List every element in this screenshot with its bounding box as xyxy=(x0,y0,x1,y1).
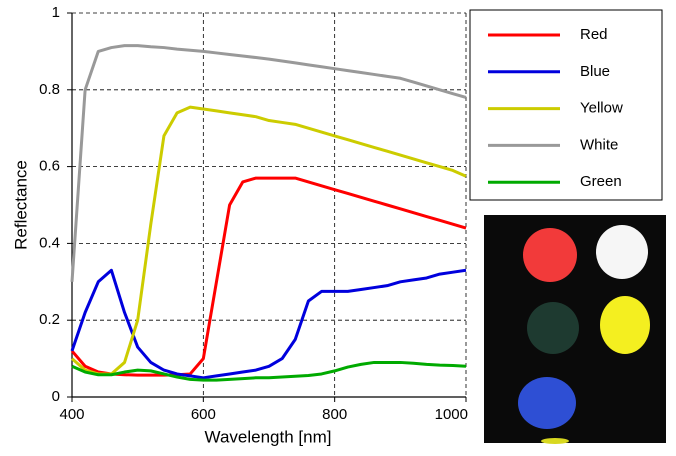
y-tick-label: 1 xyxy=(52,4,60,21)
series-line xyxy=(70,268,467,380)
y-axis-label: Reflectance xyxy=(11,160,30,250)
legend-label: Red xyxy=(580,26,608,43)
x-tick-label: 800 xyxy=(322,406,347,423)
legend-label: White xyxy=(580,136,618,153)
y-tick-label: 0.2 xyxy=(39,311,60,328)
x-tick-label: 600 xyxy=(191,406,216,423)
y-tick-label: 0.4 xyxy=(39,234,60,251)
legend-label: Yellow xyxy=(580,100,623,117)
series-line xyxy=(71,105,467,376)
y-tick-label: 0.8 xyxy=(39,81,60,98)
y-tick-label: 0 xyxy=(52,388,60,405)
x-tick-label: 1000 xyxy=(435,406,468,423)
x-axis-label: Wavelength [nm] xyxy=(205,427,332,446)
x-tick-label: 400 xyxy=(59,406,84,423)
series-line xyxy=(70,44,467,282)
legend-label: Blue xyxy=(580,63,610,80)
legend xyxy=(469,9,663,201)
sample-photo xyxy=(484,215,666,444)
y-tick-label: 0.6 xyxy=(39,158,60,175)
series-line xyxy=(71,360,467,382)
series-line xyxy=(70,176,467,377)
legend-label: Green xyxy=(580,173,622,190)
